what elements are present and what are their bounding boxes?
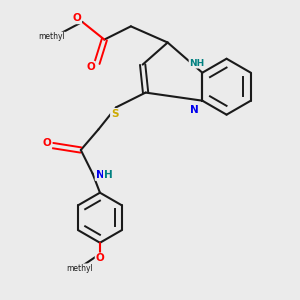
Text: O: O (43, 138, 51, 148)
Text: O: O (96, 254, 104, 263)
Text: S: S (111, 109, 118, 119)
Text: N: N (190, 105, 199, 115)
Text: O: O (73, 14, 81, 23)
Text: N: N (95, 170, 104, 180)
Text: methyl: methyl (39, 32, 65, 41)
Text: H: H (103, 170, 112, 180)
Text: NH: NH (189, 59, 205, 68)
Text: methyl: methyl (66, 264, 93, 273)
Text: O: O (86, 62, 95, 72)
